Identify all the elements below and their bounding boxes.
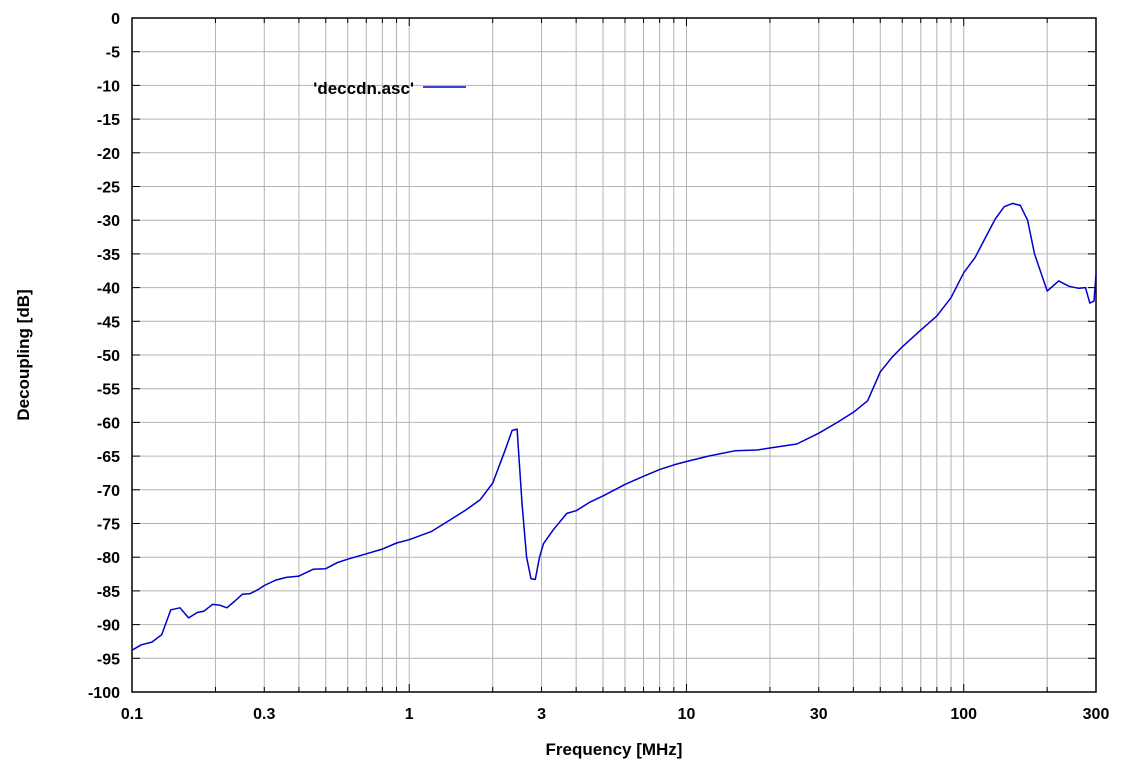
x-tick-label: 0.1 — [121, 706, 143, 723]
y-tick-label: -15 — [97, 112, 120, 129]
y-tick-label: -20 — [97, 146, 120, 163]
y-tick-label: -50 — [97, 348, 120, 365]
y-tick-label: -35 — [97, 247, 120, 264]
x-tick-label: 100 — [950, 706, 977, 723]
y-tick-labels: 0 -5 -10 -15 -20 -25 -30 -35 -40 -45 -50 -55 -60 -65 -… — [88, 11, 120, 702]
y-tick-label: -90 — [97, 618, 120, 635]
y-tick-label: -5 — [106, 45, 120, 62]
x-tick-label: 0.3 — [253, 706, 275, 723]
y-tick-label: -95 — [97, 651, 120, 668]
y-tick-label: -45 — [97, 314, 120, 331]
y-tick-label: -60 — [97, 415, 120, 432]
x-tick-label: 10 — [678, 706, 696, 723]
x-axis-title: Frequency [MHz] — [546, 740, 683, 759]
series-layer — [131, 202, 1097, 651]
y-tick-label: -70 — [97, 483, 120, 500]
x-tick-label: 3 — [537, 706, 546, 723]
y-tick-label: -65 — [97, 449, 120, 466]
legend: 'deccdn.asc' — [313, 79, 466, 98]
x-tick-label: 30 — [810, 706, 828, 723]
y-axis-title: Decoupling [dB] — [14, 289, 33, 420]
grid — [131, 17, 1097, 693]
y-tick-label: -55 — [97, 382, 120, 399]
y-tick-label: -100 — [88, 685, 120, 702]
y-tick-label: -80 — [97, 550, 120, 567]
y-tick-label: -85 — [97, 584, 120, 601]
legend-label: 'deccdn.asc' — [313, 79, 414, 98]
y-tick-label: -10 — [97, 78, 120, 95]
series-line-0 — [131, 202, 1097, 651]
axis-ticks — [131, 17, 1097, 693]
y-tick-label: -25 — [97, 180, 120, 197]
y-tick-label: 0 — [111, 11, 120, 28]
x-tick-label: 300 — [1083, 706, 1110, 723]
x-tick-label: 1 — [405, 706, 414, 723]
plot-frame — [131, 17, 1097, 693]
y-tick-label: -75 — [97, 517, 120, 534]
y-tick-label: -40 — [97, 281, 120, 298]
x-tick-labels: 0.1 0.3 1 3 10 30 100 300 — [121, 706, 1110, 723]
y-tick-label: -30 — [97, 213, 120, 230]
